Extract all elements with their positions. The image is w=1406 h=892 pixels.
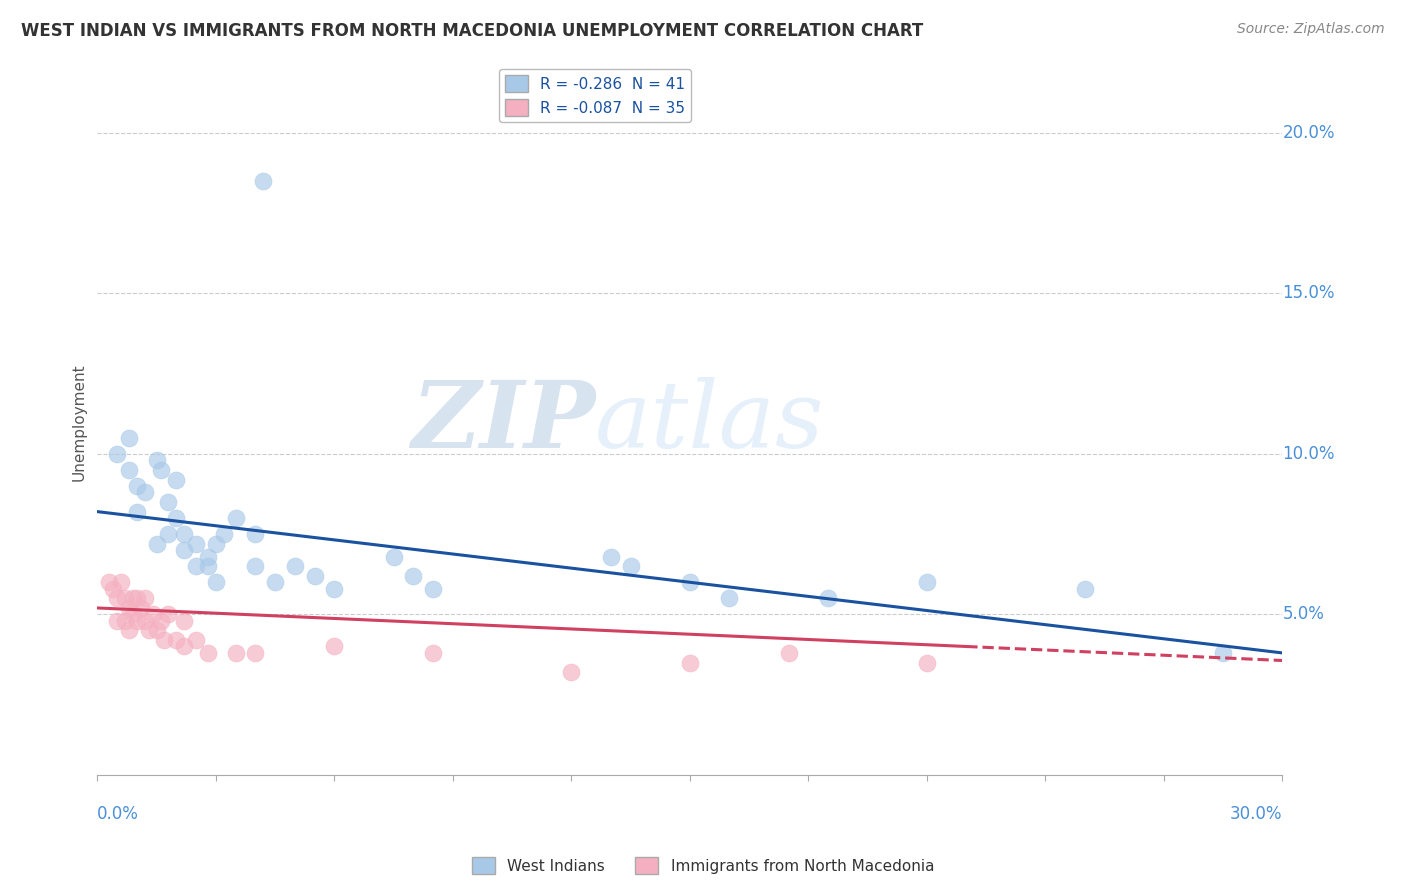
Point — [118, 601, 141, 615]
Point — [197, 646, 219, 660]
Text: WEST INDIAN VS IMMIGRANTS FROM NORTH MACEDONIA UNEMPLOYMENT CORRELATION CHART: WEST INDIAN VS IMMIGRANTS FROM NORTH MAC… — [21, 22, 924, 40]
Legend: West Indians, Immigrants from North Macedonia: West Indians, Immigrants from North Mace… — [465, 851, 941, 880]
Point — [264, 575, 287, 590]
Point — [323, 582, 346, 596]
Point — [153, 633, 176, 648]
Point — [245, 559, 267, 574]
Text: 0.0%: 0.0% — [97, 805, 139, 823]
Point — [382, 549, 405, 564]
Text: Source: ZipAtlas.com: Source: ZipAtlas.com — [1237, 22, 1385, 37]
Point — [157, 495, 180, 509]
Text: 5.0%: 5.0% — [1282, 606, 1324, 624]
Point — [212, 527, 235, 541]
Point — [402, 569, 425, 583]
Point — [134, 591, 156, 606]
Point — [245, 527, 267, 541]
Text: 20.0%: 20.0% — [1282, 124, 1334, 142]
Point — [134, 485, 156, 500]
Point — [173, 543, 195, 558]
Point — [149, 463, 172, 477]
Point — [197, 559, 219, 574]
Point — [138, 624, 160, 638]
Point — [118, 463, 141, 477]
Point — [225, 511, 247, 525]
Point — [245, 646, 267, 660]
Point — [125, 479, 148, 493]
Point — [184, 633, 207, 648]
Text: 30.0%: 30.0% — [1230, 805, 1282, 823]
Text: ZIP: ZIP — [411, 376, 595, 467]
Point — [118, 431, 141, 445]
Text: atlas: atlas — [595, 376, 824, 467]
Point — [422, 646, 444, 660]
Point — [125, 505, 148, 519]
Point — [304, 569, 326, 583]
Point — [173, 640, 195, 654]
Point — [284, 559, 307, 574]
Point — [122, 607, 145, 622]
Point — [157, 527, 180, 541]
Point — [599, 549, 621, 564]
Point — [105, 591, 128, 606]
Point — [122, 591, 145, 606]
Point — [101, 582, 124, 596]
Point — [422, 582, 444, 596]
Point — [165, 633, 187, 648]
Point — [145, 453, 167, 467]
Point — [125, 614, 148, 628]
Point — [145, 624, 167, 638]
Point — [817, 591, 839, 606]
Point — [205, 537, 228, 551]
Point — [205, 575, 228, 590]
Legend: R = -0.286  N = 41, R = -0.087  N = 35: R = -0.286 N = 41, R = -0.087 N = 35 — [499, 69, 692, 122]
Point — [778, 646, 800, 660]
Point — [915, 575, 938, 590]
Point — [679, 575, 702, 590]
Point — [560, 665, 582, 680]
Point — [323, 640, 346, 654]
Y-axis label: Unemployment: Unemployment — [72, 363, 86, 481]
Point — [718, 591, 741, 606]
Text: 10.0%: 10.0% — [1282, 445, 1334, 463]
Point — [145, 537, 167, 551]
Point — [1212, 646, 1234, 660]
Point — [184, 559, 207, 574]
Point — [98, 575, 121, 590]
Point — [149, 614, 172, 628]
Point — [110, 575, 132, 590]
Point — [184, 537, 207, 551]
Point — [173, 614, 195, 628]
Point — [134, 614, 156, 628]
Point — [114, 614, 136, 628]
Point — [105, 447, 128, 461]
Point — [118, 624, 141, 638]
Point — [679, 656, 702, 670]
Point — [165, 511, 187, 525]
Point — [173, 527, 195, 541]
Point — [165, 473, 187, 487]
Point — [225, 646, 247, 660]
Point — [252, 174, 274, 188]
Text: 15.0%: 15.0% — [1282, 285, 1334, 302]
Point — [114, 591, 136, 606]
Point — [142, 607, 165, 622]
Point — [197, 549, 219, 564]
Point — [129, 601, 152, 615]
Point — [915, 656, 938, 670]
Point — [619, 559, 641, 574]
Point — [157, 607, 180, 622]
Point — [105, 614, 128, 628]
Point — [1074, 582, 1097, 596]
Point — [125, 591, 148, 606]
